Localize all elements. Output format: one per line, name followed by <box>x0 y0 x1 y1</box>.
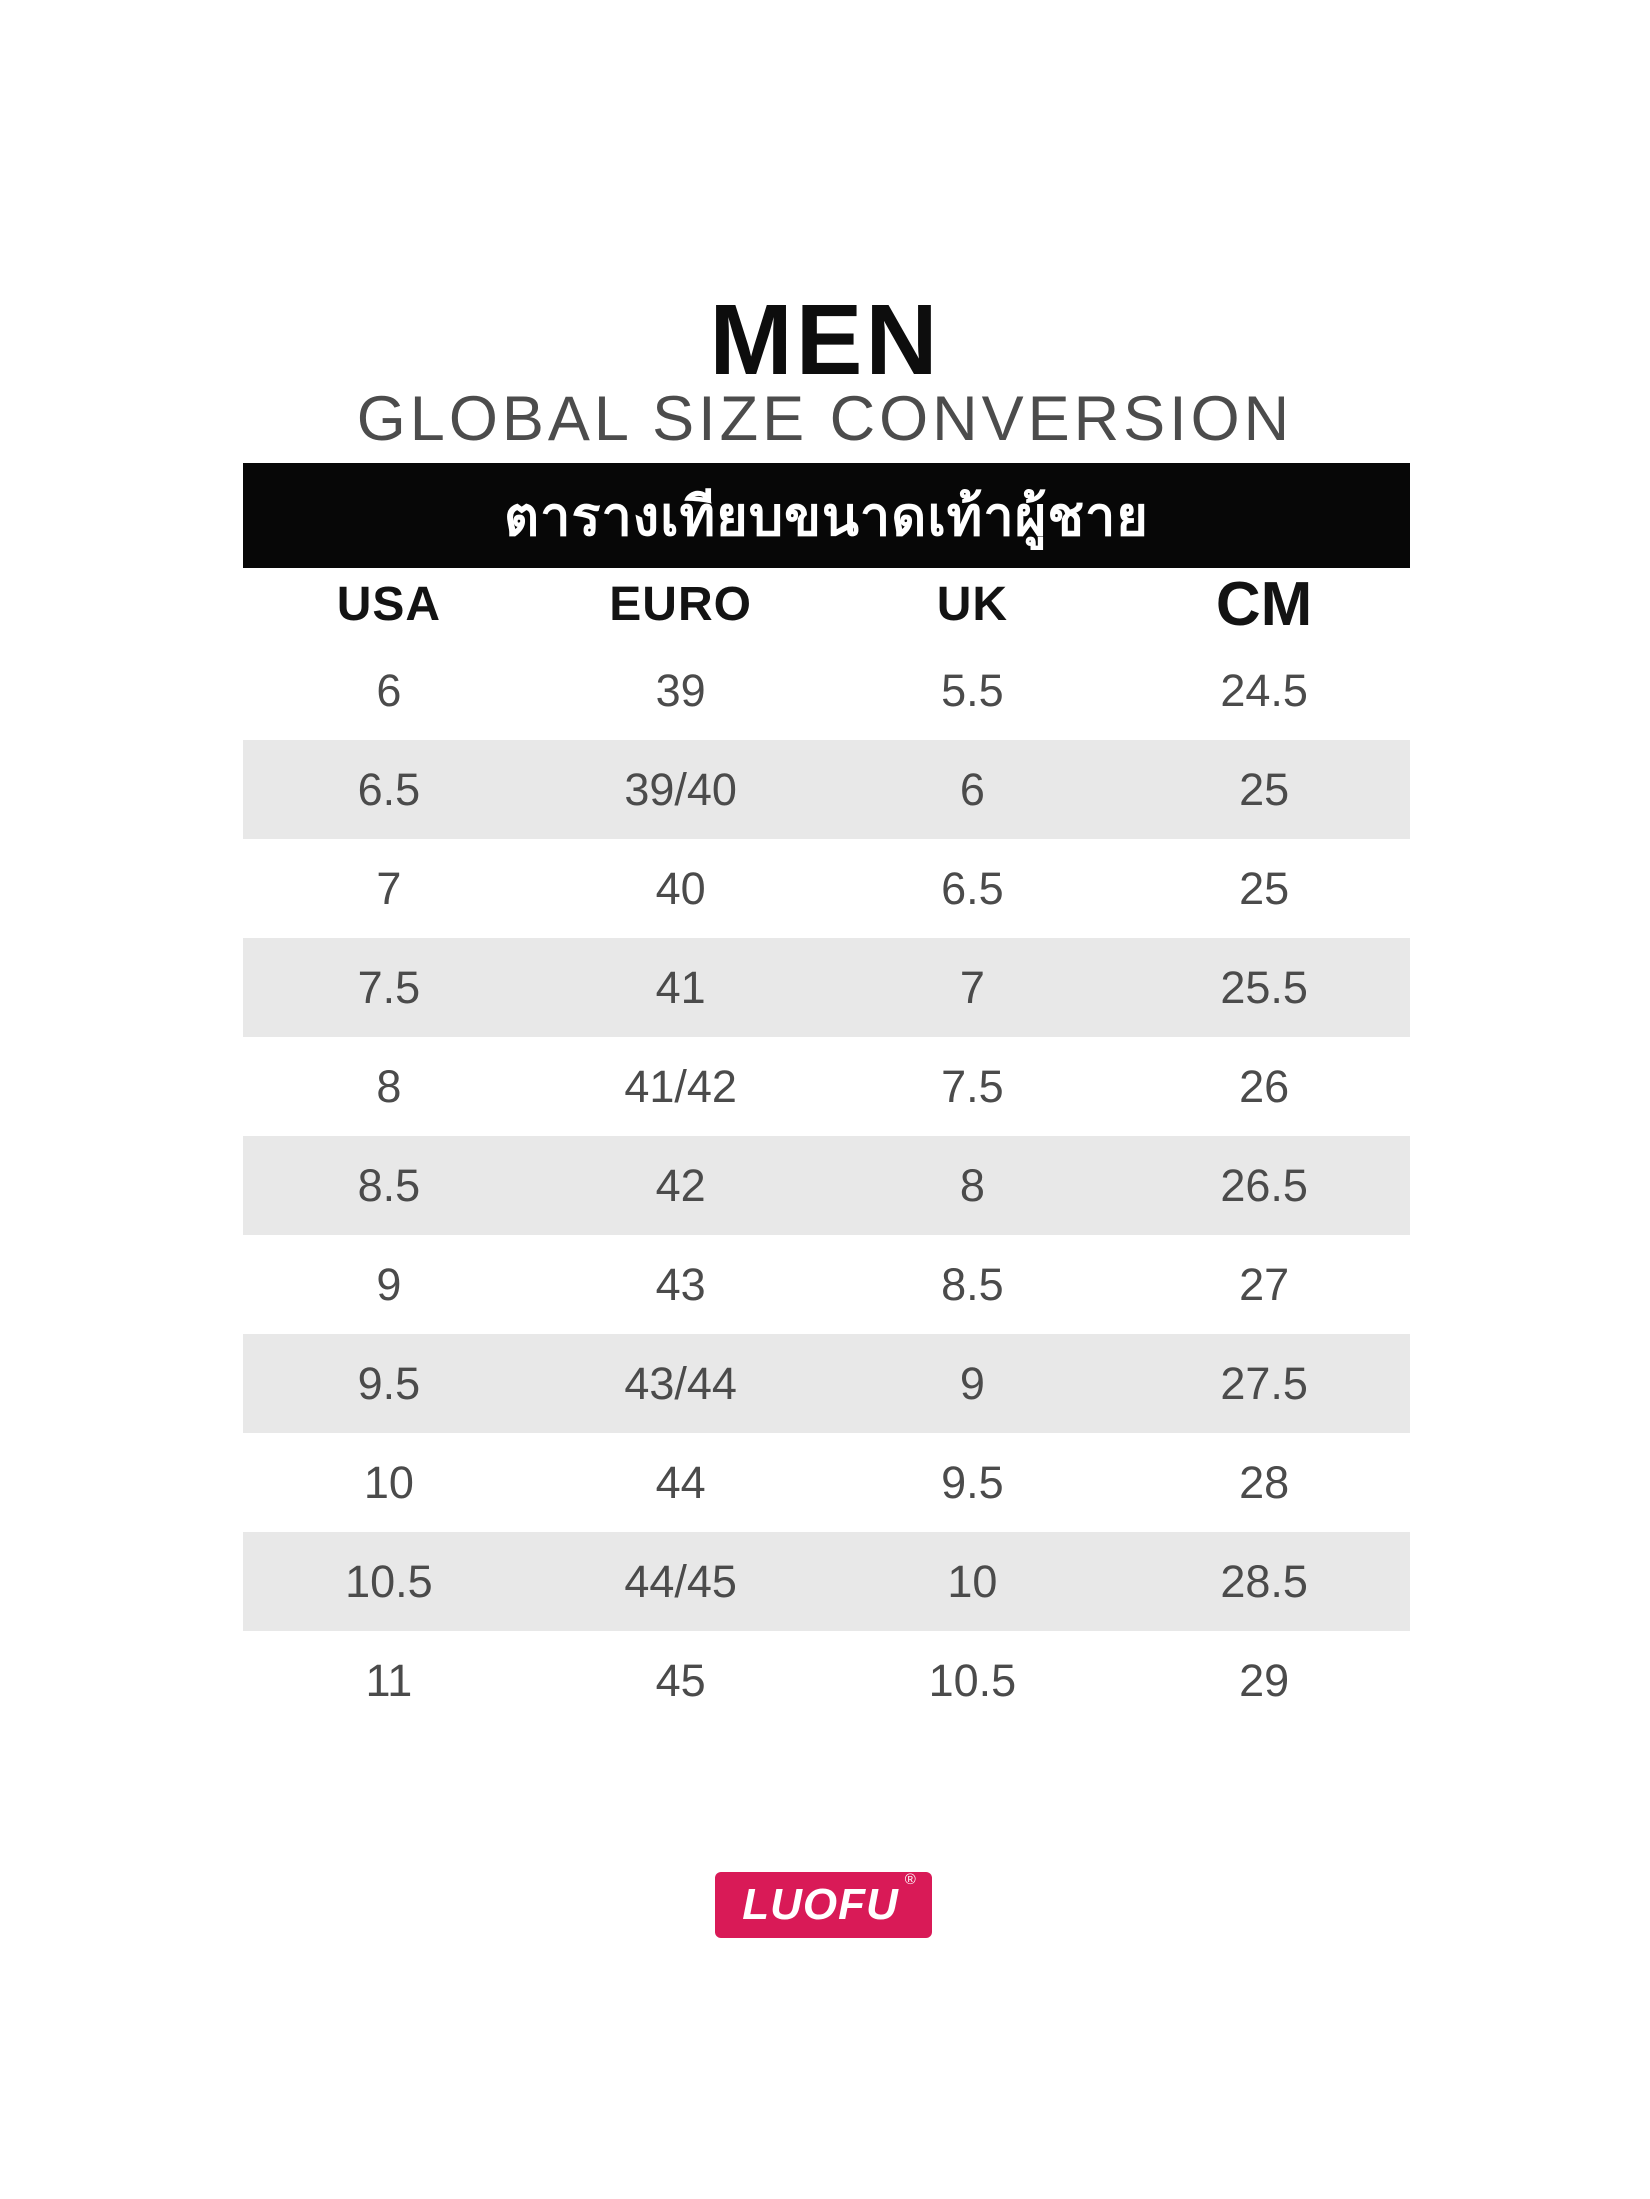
size-cell: 39/40 <box>624 763 737 815</box>
size-cell: 7 <box>376 862 402 914</box>
size-cell: 41/42 <box>624 1060 737 1112</box>
size-cell: 7.5 <box>941 1060 1004 1112</box>
size-cell: 9.5 <box>941 1456 1004 1508</box>
size-cell: 9 <box>959 1357 985 1409</box>
page-subtitle: GLOBAL SIZE CONVERSION <box>356 384 1294 454</box>
size-cell: 44/45 <box>624 1555 737 1607</box>
size-cell: 25 <box>1239 862 1290 914</box>
page-title: MEN <box>709 284 941 396</box>
size-cell: 39 <box>655 664 706 716</box>
thai-title-banner: ตารางเทียบขนาดเท้าผู้ชาย <box>243 463 1410 568</box>
table-row: 9 43 8.5 27 <box>243 1235 1410 1334</box>
registered-trademark-icon: ® <box>904 1871 917 1888</box>
size-cell: 8 <box>959 1159 985 1211</box>
size-cell: 6.5 <box>941 862 1004 914</box>
column-header-usa: USA <box>336 578 442 631</box>
size-cell: 10.5 <box>345 1555 433 1607</box>
size-cell: 8 <box>376 1060 402 1112</box>
size-cell: 11 <box>365 1654 413 1706</box>
table-row: 8.5 42 8 26.5 <box>243 1136 1410 1235</box>
size-cell: 6.5 <box>357 763 421 815</box>
table-row: 6.5 39/40 6 25 <box>243 740 1410 839</box>
brand-name-text: LUOFU ® <box>742 1871 917 1929</box>
table-row: 11 45 10.5 29 <box>243 1631 1410 1730</box>
size-cell: 25 <box>1239 763 1290 815</box>
size-cell: 45 <box>655 1654 706 1706</box>
size-cell: 7 <box>959 961 985 1013</box>
size-cell: 43 <box>655 1258 706 1310</box>
size-cell: 6 <box>959 763 985 815</box>
size-cell: 5.5 <box>941 664 1004 716</box>
size-cell: 6 <box>376 664 402 716</box>
size-cell: 10.5 <box>928 1654 1017 1706</box>
size-cell: 43/44 <box>624 1357 737 1409</box>
table-row: 10 44 9.5 28 <box>243 1433 1410 1532</box>
size-cell: 40 <box>655 862 706 914</box>
table-body: 6 39 5.5 24.5 6.5 39/40 6 25 7 40 6.5 25 7.5 41 7 25.5 8… <box>243 641 1410 1730</box>
table-row: 6 39 5.5 24.5 <box>243 641 1410 740</box>
size-cell: 28 <box>1239 1456 1290 1508</box>
size-cell: 8.5 <box>941 1258 1004 1310</box>
table-row: 10.5 44/45 10 28.5 <box>243 1532 1410 1631</box>
size-cell: 10 <box>947 1555 998 1607</box>
size-cell: 41 <box>655 961 706 1013</box>
size-cell: 44 <box>655 1456 706 1508</box>
column-header-euro: EURO <box>609 578 752 631</box>
size-cell: 25.5 <box>1220 961 1308 1013</box>
size-cell: 8.5 <box>357 1159 421 1211</box>
size-cell: 27.5 <box>1220 1357 1308 1409</box>
table-row: 7.5 41 7 25.5 <box>243 938 1410 1037</box>
size-cell: 42 <box>655 1159 706 1211</box>
table-row: 7 40 6.5 25 <box>243 839 1410 938</box>
luofu-brand-logo: LUOFU ® <box>715 1871 932 1938</box>
size-cell: 28.5 <box>1220 1555 1308 1607</box>
size-cell: 9.5 <box>357 1357 421 1409</box>
size-cell: 26 <box>1239 1060 1290 1112</box>
size-cell: 7.5 <box>357 961 421 1013</box>
table-row: 9.5 43/44 9 27.5 <box>243 1334 1410 1433</box>
column-header-uk: UK <box>936 578 1009 631</box>
table-header-row: USA EURO UK CM <box>243 568 1410 641</box>
size-cell: 29 <box>1239 1654 1290 1706</box>
column-header-cm: CM <box>1215 570 1313 639</box>
size-cell: 9 <box>376 1258 402 1310</box>
thai-title-text: ตารางเทียบขนาดเท้าผู้ชาย <box>504 486 1149 547</box>
table-row: 8 41/42 7.5 26 <box>243 1037 1410 1136</box>
size-cell: 26.5 <box>1220 1159 1308 1211</box>
size-cell: 10 <box>363 1456 414 1508</box>
size-conversion-table: USA EURO UK CM 6 39 5.5 24.5 6.5 39/40 6 25 7 40 6… <box>243 568 1410 1730</box>
size-cell: 24.5 <box>1220 664 1308 716</box>
size-cell: 27 <box>1239 1258 1290 1310</box>
